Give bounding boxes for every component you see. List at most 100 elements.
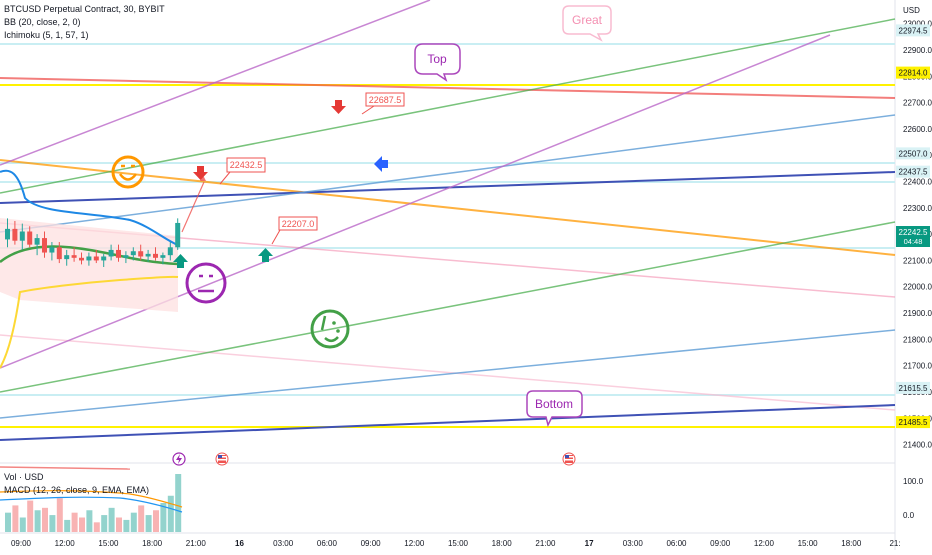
macd-signal-line <box>0 490 183 508</box>
volume-bar <box>160 503 167 532</box>
price-label: 21615.5 <box>899 384 928 393</box>
price-tick-label: 22300.0 <box>903 204 932 213</box>
time-tick-label: 16 <box>235 539 244 548</box>
price-tick-label: 23000.0 <box>903 20 932 29</box>
callout-text: 22432.5 <box>230 160 263 170</box>
candle-body <box>167 247 173 256</box>
callout-bottom[interactable]: Bottom <box>526 390 583 428</box>
us-flag-event-icon[interactable] <box>215 452 229 466</box>
price-tick-label: 21700.0 <box>903 362 932 371</box>
price-tick-label: 21900.0 <box>903 309 932 318</box>
candle-body <box>153 253 158 258</box>
candle-body <box>108 249 114 257</box>
candle-body <box>56 247 62 260</box>
price-label-bg <box>896 165 930 178</box>
candle-body <box>19 231 25 241</box>
arrow-up-icon <box>173 254 188 268</box>
time-tick-label: 06:00 <box>317 539 338 548</box>
price-tick-label: 21400.0 <box>903 441 932 450</box>
candle-body <box>123 255 129 258</box>
price-tick-label: 21800.0 <box>903 335 932 344</box>
price-label-bg <box>896 66 930 79</box>
time-tick-label: 21: <box>889 539 900 548</box>
volume-bar <box>56 498 63 532</box>
time-tick-label: 15:00 <box>98 539 119 548</box>
arrow-down-icon <box>331 100 346 114</box>
time-tick-label: 15:00 <box>448 539 469 548</box>
price-label-bg <box>896 24 930 37</box>
candle-body <box>130 251 136 256</box>
price-callout[interactable]: 22207.0 <box>271 216 318 245</box>
callout-text: 22687.5 <box>369 95 402 105</box>
time-tick-label: 12:00 <box>754 539 775 548</box>
time-tick-label: 21:00 <box>186 539 207 548</box>
lightning-event-icon[interactable] <box>172 452 186 466</box>
volume-bar <box>153 510 159 532</box>
price-label: 22437.5 <box>899 168 928 177</box>
price-tick-label: 22900.0 <box>903 46 932 55</box>
volume-bar <box>34 510 41 532</box>
us-flag-event-icon[interactable] <box>562 452 576 466</box>
candle-body <box>49 247 55 253</box>
price-tick-label: 22600.0 <box>903 125 932 134</box>
candle-body <box>86 256 92 261</box>
candle-body <box>42 238 47 253</box>
price-callout[interactable]: 22687.5 <box>361 92 405 115</box>
time-tick-label: 12:00 <box>404 539 425 548</box>
volume-bar <box>175 474 182 532</box>
macd-tick-label: 0.0 <box>903 511 915 520</box>
volume-bar <box>108 507 115 532</box>
currency-label: USD <box>903 6 920 15</box>
time-tick-label: 09:00 <box>11 539 32 548</box>
forecast-arrows <box>173 100 388 268</box>
volume-bars <box>5 474 182 532</box>
smiley-face-icon <box>111 155 145 189</box>
callout-top[interactable]: Top <box>414 43 461 82</box>
time-tick-label: 18:00 <box>841 539 862 548</box>
lower-pane-legend: Vol · USD MACD (12, 26, close, 9, EMA, E… <box>4 471 149 497</box>
volume-bar <box>64 519 71 532</box>
symbol-title: BTCUSD Perpetual Contract, 30, BYBIT <box>4 4 165 14</box>
countdown: 04:48 <box>904 237 923 246</box>
volume-bar <box>71 512 78 532</box>
price-tick-label: 22000.0 <box>903 283 932 292</box>
price-label: 22814.0 <box>899 69 928 78</box>
price-callout[interactable]: 22432.5 <box>219 157 266 185</box>
macd-histogram-cap <box>0 466 131 470</box>
time-tick-label: 09:00 <box>710 539 731 548</box>
time-tick-label: 15:00 <box>798 539 819 548</box>
confused-face-icon <box>310 309 350 349</box>
time-tick-label: 09:00 <box>361 539 382 548</box>
time-tick-label: 03:00 <box>273 539 294 548</box>
candle-body <box>145 253 151 257</box>
arrow-down-icon <box>193 166 208 180</box>
volume-bar <box>42 507 48 532</box>
price-label: 22974.5 <box>899 26 928 35</box>
time-tick-label: 03:00 <box>623 539 644 548</box>
volume-bar <box>86 510 93 532</box>
volume-bar <box>79 517 85 532</box>
candle-body <box>12 228 18 241</box>
volume-bar <box>19 517 26 532</box>
time-tick-label: 17 <box>585 539 594 548</box>
callout-great[interactable]: Great <box>562 5 612 42</box>
arrow-up-icon <box>258 248 273 262</box>
price-label-bg <box>896 381 930 394</box>
candle-body <box>138 251 144 257</box>
time-tick-label: 06:00 <box>666 539 687 548</box>
candle-body <box>27 231 33 245</box>
candle-body <box>101 256 107 261</box>
time-tick-label: 12:00 <box>55 539 76 548</box>
volume-label: Vol · USD <box>4 472 44 482</box>
volume-bar <box>27 500 34 532</box>
volume-bar <box>145 515 152 532</box>
macd-label: MACD (12, 26, close, 9, EMA, EMA) <box>4 485 150 495</box>
candle-body <box>116 249 121 258</box>
candle-body <box>5 228 10 240</box>
candles <box>5 218 181 268</box>
volume-bar <box>130 512 137 532</box>
candle-body <box>79 257 84 261</box>
macd-tick-label: 100.0 <box>903 477 924 486</box>
